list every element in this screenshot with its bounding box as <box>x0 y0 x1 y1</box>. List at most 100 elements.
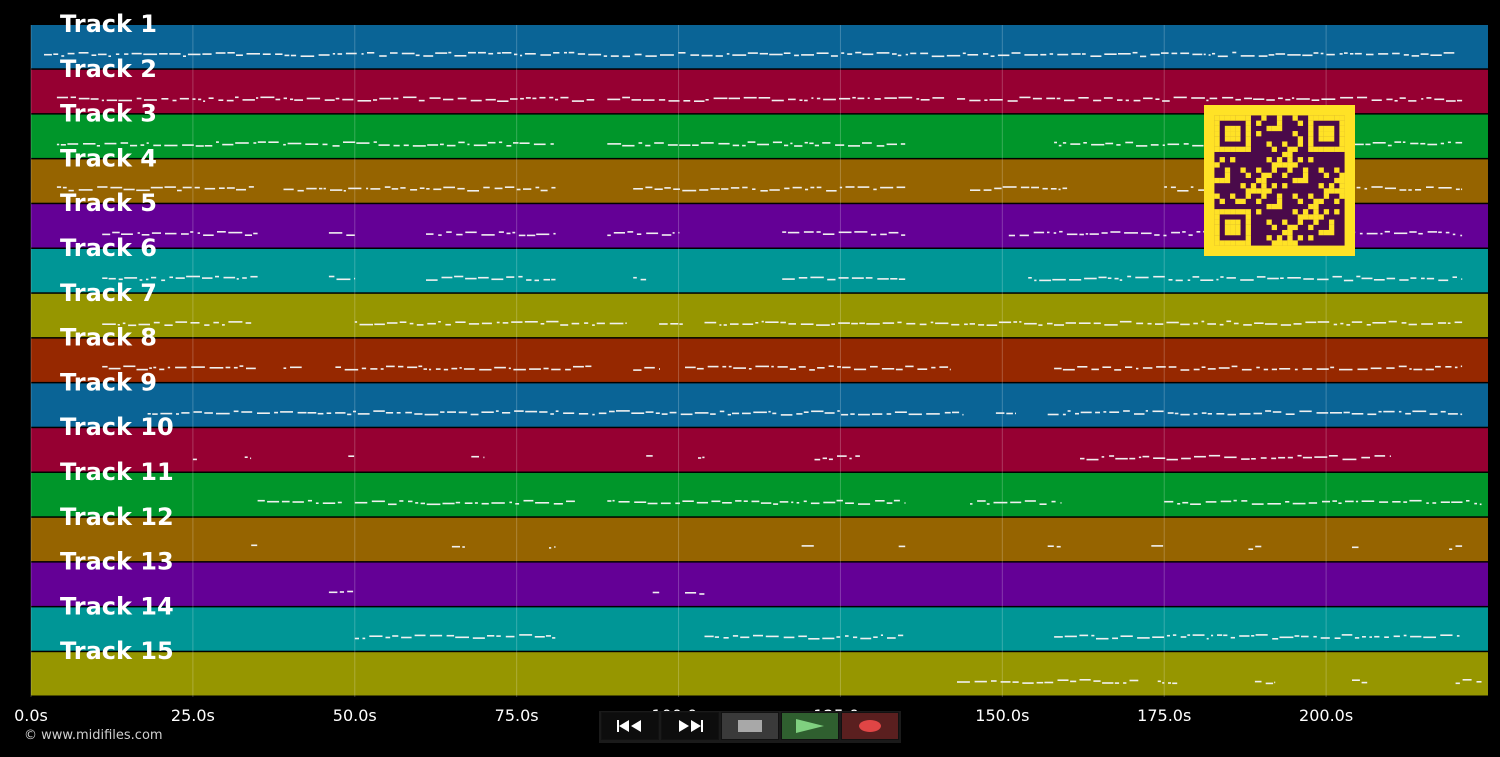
note-segment <box>1047 545 1061 548</box>
track-label: Track 9 <box>60 368 157 396</box>
note-segment <box>782 231 906 236</box>
note-segment <box>328 275 356 281</box>
note-segment <box>354 634 556 640</box>
track-label: Track 10 <box>60 413 174 441</box>
note-segment <box>633 276 647 281</box>
track-lane[interactable] <box>31 428 1488 472</box>
note-segment <box>970 186 1068 191</box>
note-segment <box>102 275 258 282</box>
note-segment <box>633 186 906 192</box>
track-lane[interactable] <box>31 293 1488 338</box>
track-lane[interactable] <box>31 249 1488 293</box>
note-segment <box>257 499 342 504</box>
track-label: Track 15 <box>60 637 174 665</box>
note-segment <box>1028 275 1463 282</box>
track-background <box>31 383 1488 427</box>
track-label: Track 4 <box>60 144 157 172</box>
record-button[interactable] <box>841 712 899 740</box>
track-label: Track 3 <box>60 100 157 128</box>
track-lane[interactable] <box>31 383 1488 427</box>
track-label: Track 5 <box>60 189 157 217</box>
note-segment <box>659 323 683 325</box>
fast-forward-button[interactable] <box>661 712 719 740</box>
record-icon <box>857 718 883 734</box>
note-segment <box>995 412 1016 415</box>
play-button[interactable] <box>781 712 839 740</box>
note-segment <box>426 275 556 282</box>
stop-button[interactable] <box>721 712 779 740</box>
note-segment <box>698 456 705 459</box>
note-segment <box>801 545 814 547</box>
track-lane[interactable] <box>31 607 1488 651</box>
time-tick-label: 175.0s <box>1137 706 1192 725</box>
note-segment <box>283 366 302 369</box>
track-lane[interactable] <box>31 473 1488 517</box>
note-segment <box>652 591 660 594</box>
track-background <box>31 652 1488 696</box>
note-segment <box>898 545 906 548</box>
time-tick-label: 200.0s <box>1299 706 1354 725</box>
track-label: Track 12 <box>60 503 174 531</box>
note-segment <box>348 455 355 457</box>
note-segment <box>354 499 575 506</box>
note-segment <box>56 96 595 102</box>
track-background <box>31 562 1488 606</box>
note-segment <box>814 455 860 461</box>
track-lane[interactable] <box>31 517 1488 562</box>
note-segment <box>957 96 1463 102</box>
note-segment <box>102 321 252 327</box>
track-lane[interactable] <box>31 338 1488 382</box>
note-segment <box>1352 679 1368 684</box>
note-segment <box>607 231 680 237</box>
note-segment <box>704 320 1463 326</box>
track-background <box>31 607 1488 651</box>
note-segment <box>354 320 627 326</box>
note-segment <box>328 590 354 594</box>
track-background <box>31 25 1488 69</box>
note-segment <box>56 186 254 192</box>
time-tick-label: 0.0s <box>14 706 48 725</box>
track-lane[interactable] <box>31 652 1488 696</box>
note-segment <box>1449 545 1463 550</box>
track-background <box>31 293 1488 338</box>
note-segment <box>451 545 465 548</box>
note-segment <box>1164 499 1482 506</box>
track-background <box>31 428 1488 472</box>
track-label: Track 7 <box>60 279 157 307</box>
note-segment <box>957 679 1139 684</box>
stop-icon <box>737 718 763 734</box>
track-lane[interactable] <box>31 562 1488 606</box>
note-segment <box>1054 634 1460 640</box>
note-segment <box>192 458 197 461</box>
note-segment <box>244 456 252 460</box>
note-segment <box>970 500 1062 505</box>
note-segment <box>685 365 951 371</box>
track-label: Track 14 <box>60 592 174 620</box>
rewind-icon <box>615 718 645 734</box>
track-label: Track 13 <box>60 548 174 576</box>
time-tick-label: 50.0s <box>332 706 377 725</box>
track-background <box>31 338 1488 382</box>
note-segment <box>1151 545 1164 547</box>
note-segment <box>633 366 660 371</box>
track-label: Track 8 <box>60 324 157 352</box>
note-segment <box>1047 410 1463 416</box>
qr-code-icon <box>1204 105 1355 256</box>
note-segment <box>56 141 554 147</box>
note-segment <box>335 365 592 371</box>
rewind-button[interactable] <box>601 712 659 740</box>
note-segment <box>1157 680 1178 685</box>
note-segment <box>1455 679 1482 685</box>
note-segment <box>646 455 653 457</box>
fast-forward-icon <box>675 718 705 734</box>
track-lane[interactable] <box>31 25 1488 69</box>
note-segment <box>704 634 904 640</box>
note-segment <box>1248 545 1262 550</box>
time-tick-label: 75.0s <box>494 706 539 725</box>
note-segment <box>1080 454 1391 461</box>
track-label: Track 11 <box>60 458 174 486</box>
note-segment <box>607 499 906 505</box>
note-segment <box>44 51 1455 58</box>
track-label: Track 1 <box>60 10 157 38</box>
